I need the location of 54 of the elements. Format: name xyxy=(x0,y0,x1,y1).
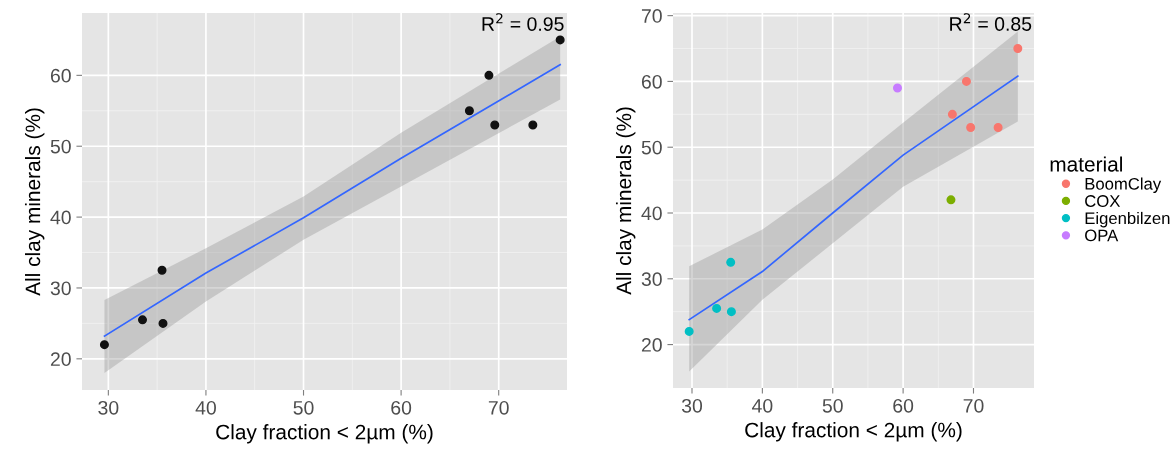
point xyxy=(464,106,474,116)
y-tick-label: 50 xyxy=(641,140,662,155)
x-tick-label: 50 xyxy=(822,398,843,413)
point xyxy=(726,307,736,317)
point xyxy=(99,340,109,350)
line-series xyxy=(103,63,562,337)
x-axis-title: Clay fraction < 2µm (%) xyxy=(745,422,962,442)
point xyxy=(1013,44,1023,54)
x-tick-label: 70 xyxy=(963,398,984,413)
y-tick-label: 20 xyxy=(641,338,662,352)
point xyxy=(490,120,500,130)
x-tick-label: 40 xyxy=(195,400,216,415)
point xyxy=(684,326,694,336)
point xyxy=(946,195,956,205)
line-series xyxy=(688,75,1019,321)
x-tick-label: 30 xyxy=(98,400,119,415)
point xyxy=(484,70,494,80)
point xyxy=(892,83,902,93)
y-tick-label: 60 xyxy=(641,74,662,89)
y-tick-label: 60 xyxy=(50,68,71,83)
legend-title: material xyxy=(1050,156,1122,172)
y-axis-title: All clay minerals (%) xyxy=(615,107,636,295)
annotation: R$^{2}$ = 0.95 xyxy=(482,13,564,31)
legend-label: BoomClay xyxy=(1085,177,1162,194)
point xyxy=(966,122,976,132)
y-tick-label: 30 xyxy=(641,272,662,287)
y-tick-label: 20 xyxy=(50,352,71,367)
x-tick-label: 50 xyxy=(293,400,314,415)
x-axis-title: Clay fraction < 2µm (%) xyxy=(216,424,433,444)
point xyxy=(528,120,538,130)
y-tick-label: 70 xyxy=(641,9,662,23)
legend-label: COX xyxy=(1085,195,1121,207)
y-tick-label: 40 xyxy=(50,210,71,225)
point xyxy=(712,303,722,313)
x-tick-label: 60 xyxy=(391,400,412,415)
legend-label: OPA xyxy=(1085,229,1119,242)
legend-label: Eigenbilzen xyxy=(1085,211,1170,228)
x-tick-label: 60 xyxy=(893,398,914,413)
y-tick-label: 30 xyxy=(50,281,71,296)
y-axis-title: All clay minerals (%) xyxy=(24,108,45,296)
point xyxy=(157,265,167,275)
x-tick-label: 70 xyxy=(488,400,509,415)
annotation: R$^{2}$ = 0.85 xyxy=(950,13,1032,31)
x-tick-label: 40 xyxy=(752,398,773,413)
point xyxy=(138,315,148,325)
y-tick-label: 50 xyxy=(50,139,71,154)
point xyxy=(993,122,1003,132)
point xyxy=(961,76,971,86)
y-tick-label: 40 xyxy=(641,206,662,221)
x-tick-label: 30 xyxy=(681,398,703,413)
point xyxy=(726,257,736,267)
point xyxy=(555,35,565,45)
point xyxy=(158,318,168,328)
point xyxy=(947,109,957,119)
